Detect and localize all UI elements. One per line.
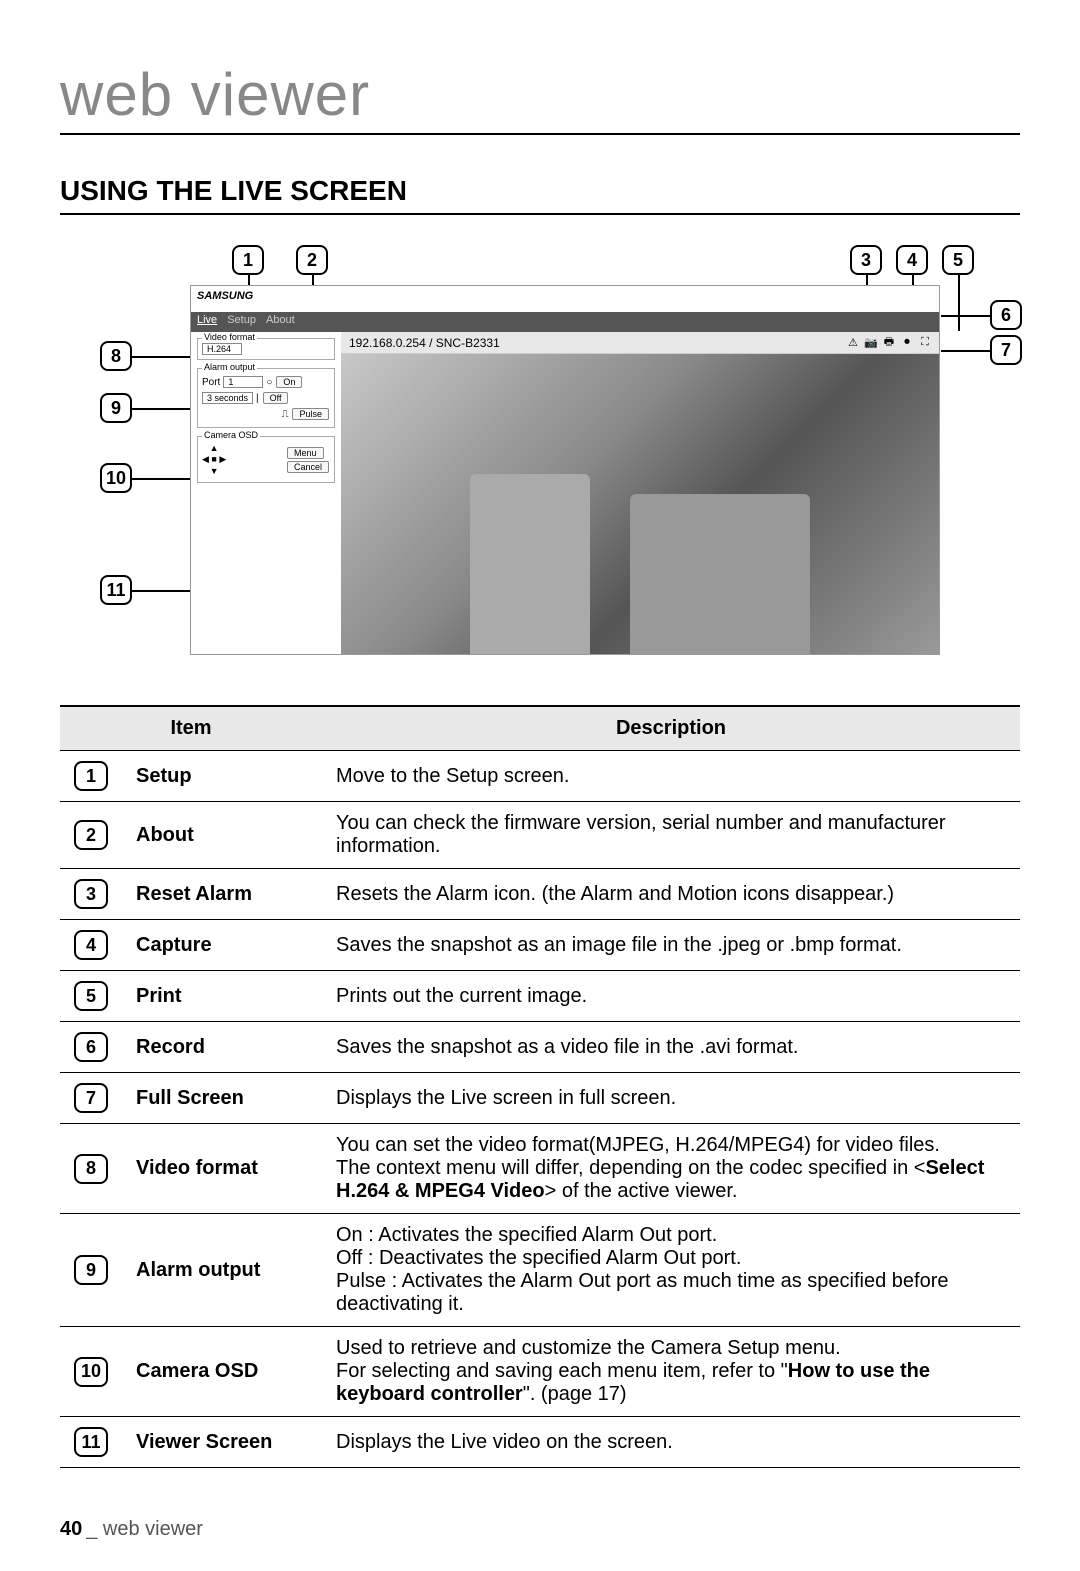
callout-2: 2 — [296, 245, 328, 275]
menu-live[interactable]: Live — [197, 314, 217, 330]
table-row: 7 Full ScreenDisplays the Live screen in … — [60, 1073, 1020, 1124]
header-description: Description — [322, 706, 1020, 751]
radio-on[interactable]: ○ — [266, 377, 272, 388]
table-row: 3 Reset AlarmResets the Alarm icon. (the … — [60, 869, 1020, 920]
table-row: 4 CaptureSaves the snapshot as an image f… — [60, 920, 1020, 971]
row-item: Setup — [122, 751, 322, 802]
print-icon[interactable]: 🖶 — [883, 337, 895, 349]
table-row: 10 Camera OSDUsed to retrieve and customi… — [60, 1327, 1020, 1417]
alarm-output-legend: Alarm output — [202, 362, 257, 372]
camera-osd-panel: Camera OSD ▲◀ ■ ▶▼ Menu Cancel — [197, 436, 335, 483]
alarm-output-panel: Alarm output Port 1 ○ On 3 seconds | Off… — [197, 368, 335, 428]
callout-9: 9 — [100, 393, 132, 423]
figure-diagram: 1 2 3456 7 8 9 10 11 SAMSUNG Live Setup About V… — [60, 245, 1020, 665]
row-item: Video format — [122, 1124, 322, 1214]
row-number: 2 — [74, 820, 108, 850]
row-description: You can check the firmware version, seri… — [322, 802, 1020, 869]
off-button[interactable]: Off — [263, 392, 289, 404]
row-description: Resets the Alarm icon. (the Alarm and Mo… — [322, 869, 1020, 920]
row-description: Move to the Setup screen. — [322, 751, 1020, 802]
callout-1: 1 — [232, 245, 264, 275]
port-label: Port — [202, 377, 220, 388]
menu-setup[interactable]: Setup — [227, 314, 256, 330]
row-description: You can set the video format(MJPEG, H.26… — [322, 1124, 1020, 1214]
menu-about[interactable]: About — [266, 314, 295, 330]
row-item: Print — [122, 971, 322, 1022]
video-placeholder — [341, 354, 939, 654]
row-description: Saves the snapshot as an image file in t… — [322, 920, 1020, 971]
video-title: 192.168.0.254 / SNC-B2331 — [349, 336, 500, 350]
row-description: Displays the Live video on the screen. — [322, 1417, 1020, 1468]
row-number: 10 — [74, 1357, 108, 1387]
row-description: Displays the Live screen in full screen. — [322, 1073, 1020, 1124]
callout-6: 6 — [990, 300, 1022, 330]
row-number: 8 — [74, 1154, 108, 1184]
row-number: 7 — [74, 1083, 108, 1113]
duration-select[interactable]: 3 seconds — [202, 392, 253, 404]
logo-bar: SAMSUNG — [191, 286, 939, 312]
row-description: Prints out the current image. — [322, 971, 1020, 1022]
row-item: Full Screen — [122, 1073, 322, 1124]
table-row: 9 Alarm outputOn : Activates the specifie… — [60, 1214, 1020, 1327]
row-number: 9 — [74, 1255, 108, 1285]
row-item: About — [122, 802, 322, 869]
callout-4: 4 — [896, 245, 928, 275]
row-number: 5 — [74, 981, 108, 1011]
cancel-button[interactable]: Cancel — [287, 461, 329, 473]
callout-5: 5 — [942, 245, 974, 275]
video-format-legend: Video format — [202, 332, 257, 342]
video-format-select[interactable]: H.264 — [202, 343, 242, 355]
reset-alarm-icon[interactable]: ⚠ — [847, 337, 859, 349]
side-panel: Video format H.264 Alarm output Port 1 ○… — [191, 332, 341, 654]
section-title: USING THE LIVE SCREEN — [60, 175, 1020, 215]
viewer-screenshot: SAMSUNG Live Setup About Video format H.… — [190, 285, 940, 655]
table-row: 6 RecordSaves the snapshot as a video fil… — [60, 1022, 1020, 1073]
row-description: On : Activates the specified Alarm Out p… — [322, 1214, 1020, 1327]
page-number: 40 — [60, 1518, 82, 1540]
video-zone: 192.168.0.254 / SNC-B2331 ⚠ 📷 🖶 ⏺ ⛶ — [341, 332, 939, 654]
table-row: 11 Viewer ScreenDisplays the Live video o… — [60, 1417, 1020, 1468]
table-row: 1 SetupMove to the Setup screen. — [60, 751, 1020, 802]
row-number: 1 — [74, 761, 108, 791]
port-select[interactable]: 1 — [223, 376, 263, 388]
row-item: Record — [122, 1022, 322, 1073]
row-number: 6 — [74, 1032, 108, 1062]
row-item: Alarm output — [122, 1214, 322, 1327]
row-item: Reset Alarm — [122, 869, 322, 920]
fullscreen-icon[interactable]: ⛶ — [919, 337, 931, 349]
video-format-panel: Video format H.264 — [197, 338, 335, 360]
chapter-title: web viewer — [60, 60, 1020, 135]
row-item: Viewer Screen — [122, 1417, 322, 1468]
callout-10: 10 — [100, 463, 132, 493]
callout-8: 8 — [100, 341, 132, 371]
row-description: Used to retrieve and customize the Camer… — [322, 1327, 1020, 1417]
page-footer: 40_ web viewer — [60, 1518, 203, 1541]
row-number: 11 — [74, 1427, 108, 1457]
row-number: 3 — [74, 879, 108, 909]
table-row: 5 PrintPrints out the current image. — [60, 971, 1020, 1022]
callout-3: 3 — [850, 245, 882, 275]
on-button[interactable]: On — [276, 376, 302, 388]
row-description: Saves the snapshot as a video file in th… — [322, 1022, 1020, 1073]
radio-off[interactable]: | — [256, 393, 259, 404]
callout-11: 11 — [100, 575, 132, 605]
pulse-icon: ⎍ — [281, 409, 288, 420]
camera-osd-legend: Camera OSD — [202, 430, 260, 440]
header-item: Item — [60, 706, 322, 751]
callout-7: 7 — [990, 335, 1022, 365]
row-item: Camera OSD — [122, 1327, 322, 1417]
reference-table: Item Description 1 SetupMove to the Setup… — [60, 705, 1020, 1468]
table-row: 2 AboutYou can check the firmware version… — [60, 802, 1020, 869]
menu-button[interactable]: Menu — [287, 447, 324, 459]
pulse-button[interactable]: Pulse — [292, 408, 329, 420]
footer-label: _ web viewer — [86, 1518, 203, 1540]
table-row: 8 Video formatYou can set the video forma… — [60, 1124, 1020, 1214]
row-number: 4 — [74, 930, 108, 960]
osd-arrows[interactable]: ▲◀ ■ ▶▼ — [202, 443, 226, 476]
capture-icon[interactable]: 📷 — [865, 337, 877, 349]
record-icon[interactable]: ⏺ — [901, 337, 913, 349]
row-item: Capture — [122, 920, 322, 971]
menu-bar: Live Setup About — [191, 312, 939, 332]
